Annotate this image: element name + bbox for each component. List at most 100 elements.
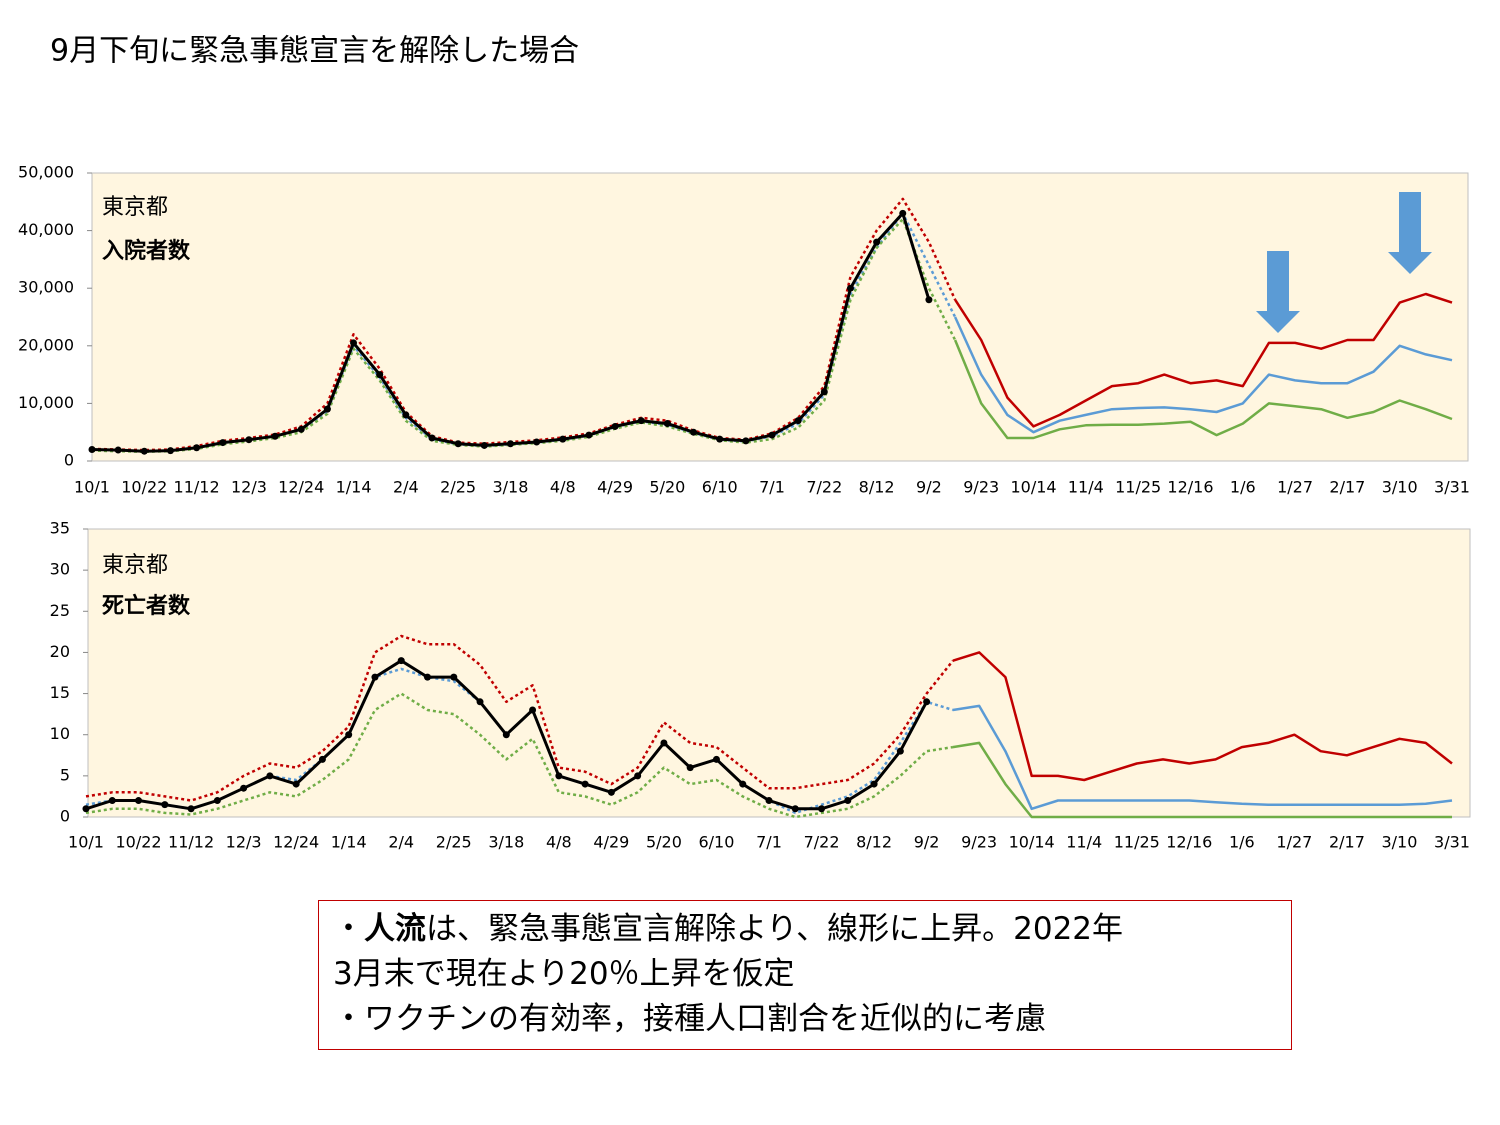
- x-tick-label: 8/12: [859, 478, 895, 497]
- data-point: [82, 805, 90, 813]
- data-point: [873, 238, 881, 246]
- data-point: [870, 780, 878, 788]
- data-point: [923, 698, 931, 706]
- note-line: ・ワクチンの有効率，接種人口割合を近似的に考慮: [333, 1001, 1046, 1037]
- x-tick-label: 8/12: [856, 833, 892, 852]
- x-tick-label: 12/24: [278, 478, 324, 497]
- data-point: [555, 772, 563, 780]
- y-tick-label: 0: [64, 451, 74, 470]
- charts: 0 10,000 20,000 30,000 40,000 50,000 10/1 10/22…: [18, 163, 1471, 852]
- series-line: [91, 197, 957, 452]
- data-point: [371, 673, 379, 681]
- plot-area: [91, 172, 1469, 462]
- series-line: [952, 741, 1452, 819]
- x-tick-label: 7/22: [804, 833, 840, 852]
- data-point: [323, 405, 331, 413]
- x-tick-label: 4/8: [550, 478, 576, 497]
- data-point: [397, 657, 405, 665]
- data-point: [712, 755, 720, 763]
- x-tick-label: 4/29: [597, 478, 633, 497]
- data-point: [161, 801, 169, 809]
- x-tick-label: 5/20: [646, 833, 682, 852]
- x-tick-label: 12/24: [273, 833, 319, 852]
- data-point: [739, 780, 747, 788]
- data-point: [271, 432, 279, 440]
- data-point: [820, 388, 828, 396]
- x-tick-label: 2/4: [393, 478, 419, 497]
- x-tick-label: 10/1: [68, 833, 104, 852]
- data-point: [768, 431, 776, 439]
- data-point: [502, 731, 510, 739]
- data-point: [318, 755, 326, 763]
- x-tick-label: 12/3: [231, 478, 267, 497]
- data-point: [899, 209, 907, 217]
- data-point: [791, 805, 799, 813]
- data-point: [533, 438, 541, 446]
- data-point: [266, 772, 274, 780]
- data-point: [219, 439, 227, 447]
- x-tick-label: 11/25: [1115, 478, 1161, 497]
- y-tick-label: 10: [50, 724, 70, 743]
- subtitle: 死亡者数: [102, 593, 191, 619]
- note-line: 3月末で現在より20％上昇を仮定: [333, 956, 795, 992]
- x-tick-label: 1/27: [1277, 478, 1313, 497]
- data-point: [896, 747, 904, 755]
- data-point: [350, 339, 358, 347]
- x-tick-label: 1/14: [331, 833, 367, 852]
- series-line: [954, 292, 1453, 428]
- data-point: [818, 805, 826, 813]
- data-point: [585, 431, 593, 439]
- series-line: [91, 217, 957, 454]
- x-tick-label: 2/17: [1329, 833, 1365, 852]
- note-box: ・人流は、緊急事態宣言解除より、線形に上昇。2022年 3月末で現在より20％上…: [318, 900, 1292, 1050]
- y-tick-label: 40,000: [18, 220, 74, 239]
- x-tick-label: 9/2: [916, 478, 942, 497]
- x-tick-label: 12/16: [1167, 478, 1213, 497]
- data-point: [660, 739, 668, 747]
- y-tick-label: 25: [50, 601, 70, 620]
- series-line: [953, 316, 1453, 434]
- data-point: [114, 446, 122, 454]
- x-tick-label: 7/1: [756, 833, 782, 852]
- arrow-shaft: [1399, 192, 1421, 252]
- y-tick-label: 35: [50, 519, 70, 538]
- data-point: [844, 797, 852, 805]
- arrow-shaft: [1267, 251, 1289, 311]
- x-tick-label: 3/18: [488, 833, 524, 852]
- data-point: [742, 437, 750, 445]
- data-point: [193, 444, 201, 452]
- data-point: [690, 428, 698, 436]
- data-point: [297, 425, 305, 433]
- y-tick-label: 50,000: [18, 163, 74, 182]
- note-text: は、緊急事態宣言解除より、線形に上昇。2022年: [426, 911, 1124, 947]
- y-tick-label: 20: [50, 642, 70, 661]
- arrow: [1256, 192, 1432, 333]
- series-line: [953, 339, 1453, 440]
- data-point: [634, 772, 642, 780]
- y-tick-label: 5: [60, 765, 70, 784]
- x-tick-label: 2/25: [436, 833, 472, 852]
- x-tick-label: 12/16: [1166, 833, 1212, 852]
- data-point: [428, 434, 436, 442]
- data-point: [480, 441, 488, 449]
- data-point: [581, 780, 589, 788]
- data-point: [925, 296, 933, 304]
- data-point: [637, 417, 645, 425]
- data-point: [794, 417, 802, 425]
- slide-title: 9月下旬に緊急事態宣言を解除した場合: [50, 34, 579, 69]
- x-tick-label: 4/8: [546, 833, 572, 852]
- data-point: [240, 784, 248, 792]
- x-tick-label: 9/23: [963, 478, 999, 497]
- note-bold: 人流: [364, 911, 426, 947]
- data-point: [454, 440, 462, 448]
- x-tick-label: 11/25: [1114, 833, 1160, 852]
- x-tick-label: 9/2: [914, 833, 940, 852]
- x-tick-label: 6/10: [698, 833, 734, 852]
- data-point: [88, 445, 96, 453]
- x-tick-label: 1/6: [1229, 833, 1255, 852]
- data-point: [424, 673, 431, 681]
- x-tick-label: 9/23: [961, 833, 997, 852]
- data-point: [245, 436, 253, 444]
